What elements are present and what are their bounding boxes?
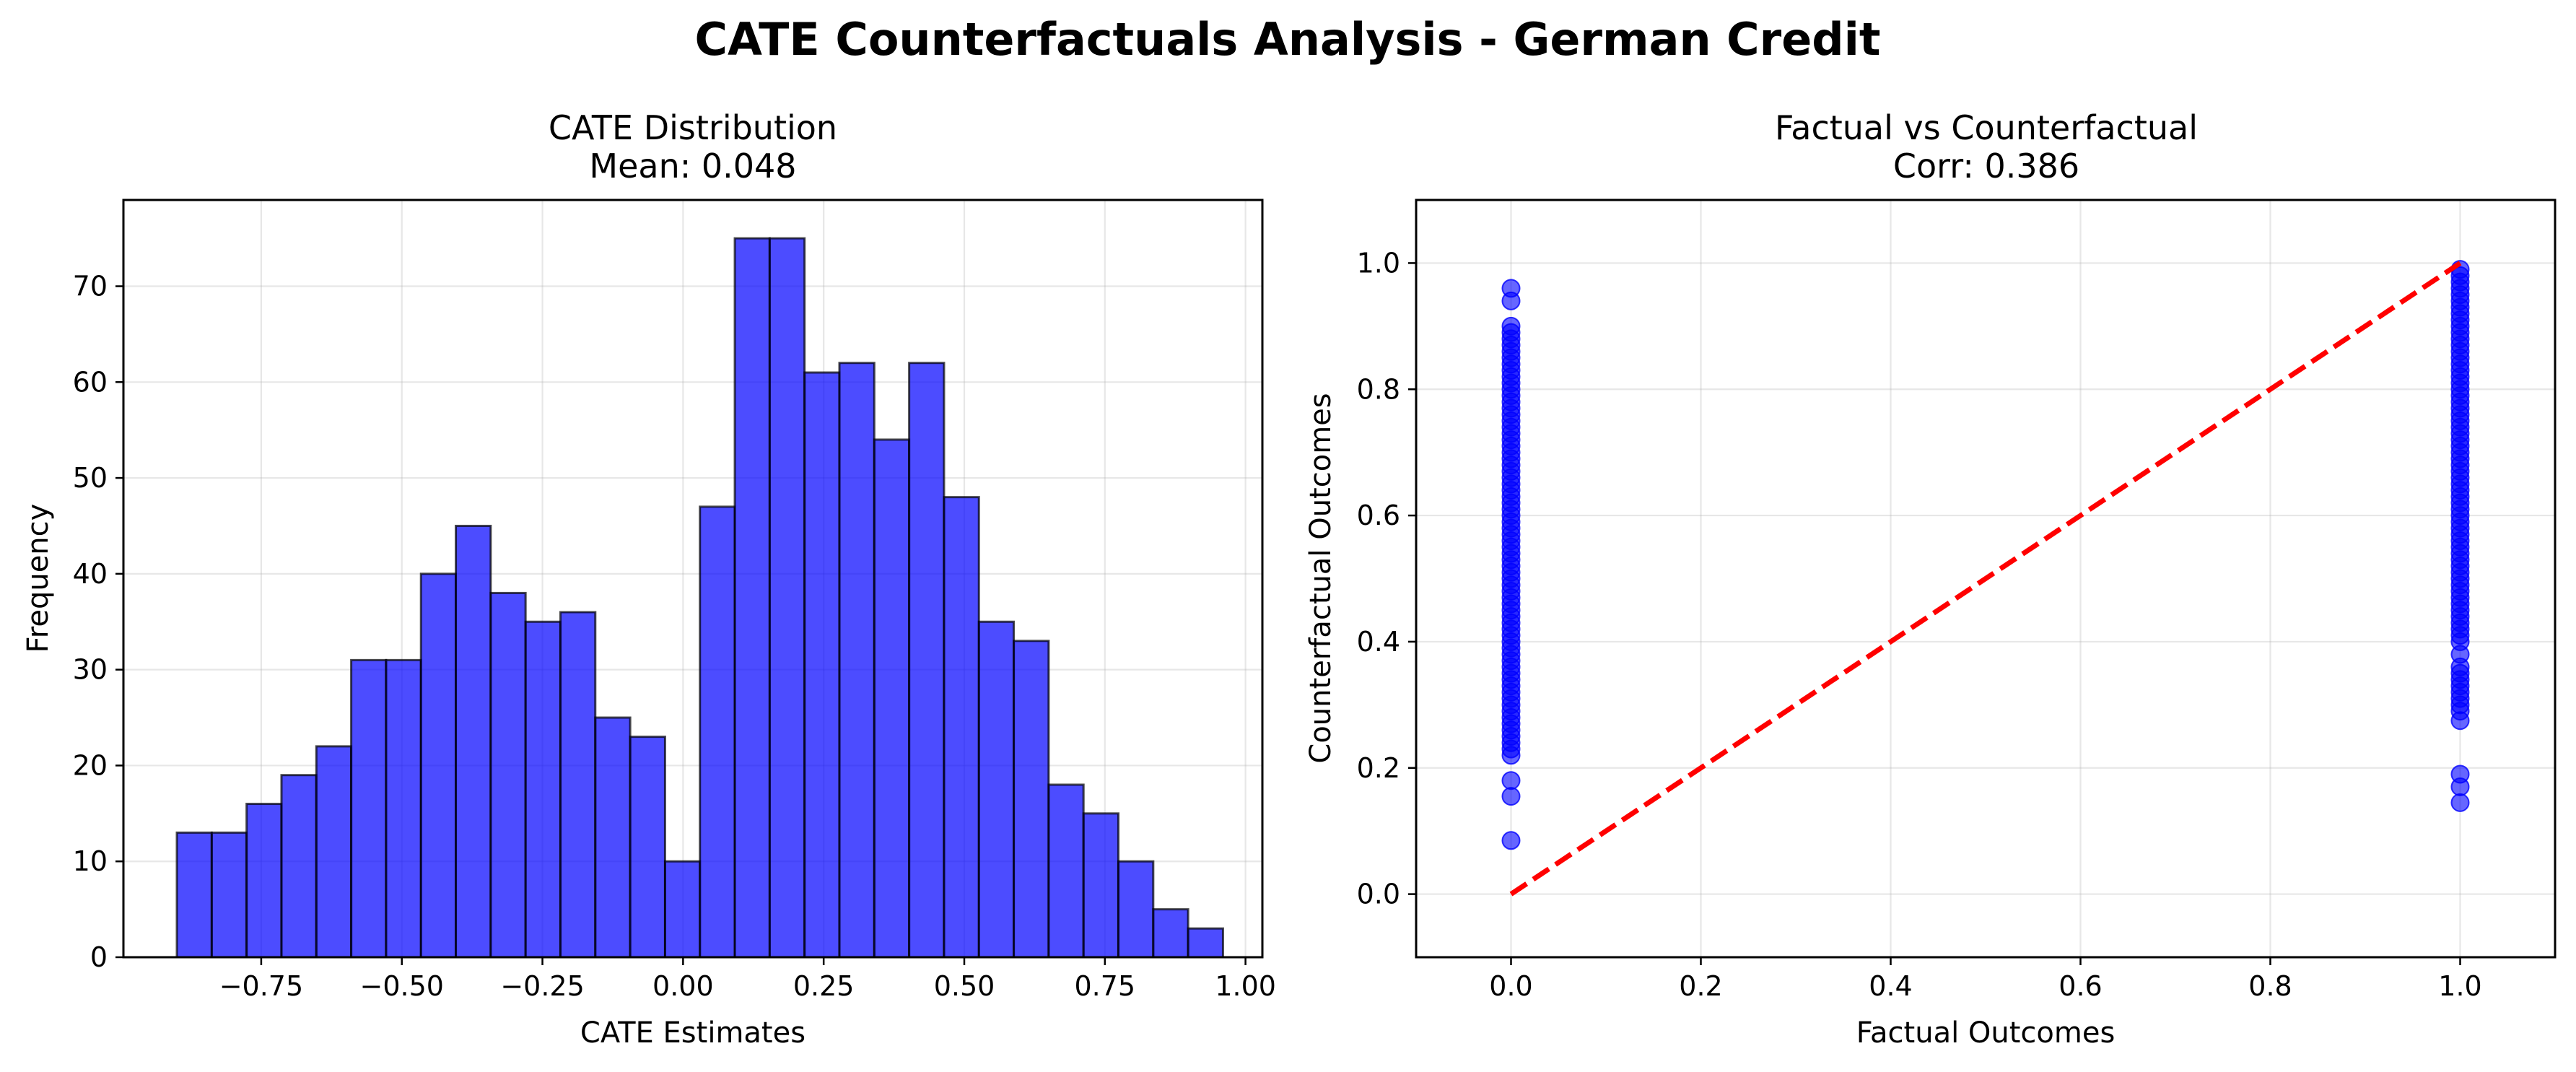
histogram-axes-frame [122, 199, 1264, 959]
histogram-bar [699, 505, 736, 959]
histogram-y-tick-label: 50 [73, 462, 108, 494]
histogram-bar [1117, 860, 1155, 959]
scatter-point [1501, 279, 1521, 298]
histogram-bar [1152, 908, 1189, 959]
scatter-point [1501, 831, 1521, 850]
scatter-x-tick-label: 0.8 [2248, 970, 2292, 1002]
histogram-bar [977, 620, 1016, 959]
histogram-ylabel: Frequency [22, 504, 55, 653]
histogram-x-tick-label: 0.25 [793, 970, 855, 1002]
scatter-point [2450, 764, 2470, 784]
scatter-y-tick-label: 0.0 [1357, 879, 1400, 910]
histogram-bar [385, 658, 422, 959]
histogram-bar [315, 745, 353, 959]
scatter-x-tick-label: 0.4 [1869, 970, 1912, 1002]
scatter-ylabel: Counterfactual Outcomes [1304, 393, 1337, 763]
scatter-points [1501, 260, 2470, 850]
histogram-bar [908, 362, 946, 959]
identity-reference-line [1509, 261, 2462, 897]
histogram-bar [245, 803, 283, 959]
scatter-y-tick-label: 1.0 [1357, 247, 1400, 279]
scatter-axes-frame [1415, 199, 2557, 959]
histogram-y-tick-label: 10 [73, 845, 108, 877]
histogram-y-tick-label: 40 [73, 558, 108, 590]
histogram-title: CATE Distribution [549, 108, 837, 147]
scatter-xlabel: Factual Outcomes [1856, 1016, 2116, 1050]
histogram-bar [280, 774, 318, 959]
histogram-xlabel: CATE Estimates [580, 1016, 805, 1050]
histogram-bar [455, 524, 492, 959]
histogram-subtitle: Mean: 0.048 [589, 147, 796, 186]
histogram-bars [175, 237, 1224, 959]
histogram-bar [1047, 783, 1085, 959]
histogram-x-tick-label: −0.75 [219, 970, 303, 1002]
scatter-y-tick-label: 0.4 [1357, 626, 1400, 658]
histogram-y-tick-label: 0 [90, 941, 108, 973]
histogram-bar [629, 736, 666, 959]
histogram-x-tick-label: 0.00 [652, 970, 714, 1002]
histogram-bar [803, 371, 841, 959]
scatter-subtitle: Corr: 0.386 [1893, 147, 2079, 186]
histogram-bar [1082, 812, 1120, 959]
scatter-y-tick-label: 0.2 [1357, 752, 1400, 784]
scatter-x-tick-label: 1.0 [2438, 970, 2481, 1002]
histogram-bar [1187, 927, 1224, 959]
histogram-y-tick-label: 20 [73, 749, 108, 781]
histogram-bar [594, 716, 632, 959]
scatter-y-tick-label: 0.8 [1357, 373, 1400, 405]
histogram-x-tick-label: 0.75 [1075, 970, 1136, 1002]
histogram-bar [1013, 640, 1050, 959]
histogram-bar [943, 496, 980, 959]
scatter-y-tick-label: 0.6 [1357, 500, 1400, 531]
figure-title: CATE Counterfactuals Analysis - German C… [694, 13, 1880, 66]
histogram-x-tick-label: 0.50 [934, 970, 995, 1002]
histogram-bar [559, 611, 597, 959]
histogram-y-tick-label: 70 [73, 271, 108, 302]
histogram-bar [350, 658, 388, 959]
scatter-ticks: 0.0 0.2 0.4 0.6 0.8 1.0 0.0 0.2 0.4 0.6 0.8 1.0 [1357, 247, 2482, 1002]
histogram-bar [873, 438, 911, 959]
histogram-bar [733, 237, 771, 959]
scatter-title: Factual vs Counterfactual [1775, 108, 2198, 147]
histogram-bar [663, 860, 702, 959]
scatter-point [1501, 787, 1521, 806]
histogram-x-tick-label: 1.00 [1215, 970, 1276, 1002]
histogram-bar [419, 572, 458, 959]
histogram-x-tick-label: −0.50 [360, 970, 444, 1002]
histogram-bar [210, 831, 248, 959]
histogram-ticks: −0.75 −0.50 −0.25 0.00 0.25 0.50 0.75 1.00 0 10 20… [73, 271, 1276, 1002]
histogram-bar [489, 591, 527, 959]
histogram-bar [768, 237, 806, 959]
scatter-x-tick-label: 0.2 [1679, 970, 1722, 1002]
histogram-bar [838, 362, 876, 959]
scatter-x-tick-label: 0.0 [1489, 970, 1532, 1002]
scatter-point [1501, 316, 1521, 336]
histogram-bar [175, 831, 213, 959]
histogram-panel: CATE Distribution Mean: 0.048 −0.75 −0.50… [22, 108, 1276, 1050]
scatter-point [2450, 793, 2470, 812]
histogram-y-tick-label: 60 [73, 366, 108, 398]
histogram-y-tick-label: 30 [73, 654, 108, 686]
scatter-x-tick-label: 0.6 [2058, 970, 2102, 1002]
scatter-panel: Factual vs Counterfactual Corr: 0.386 0.… [1304, 108, 2557, 1050]
scatter-point [1501, 771, 1521, 790]
histogram-x-tick-label: −0.25 [500, 970, 584, 1002]
histogram-bar [524, 620, 562, 959]
